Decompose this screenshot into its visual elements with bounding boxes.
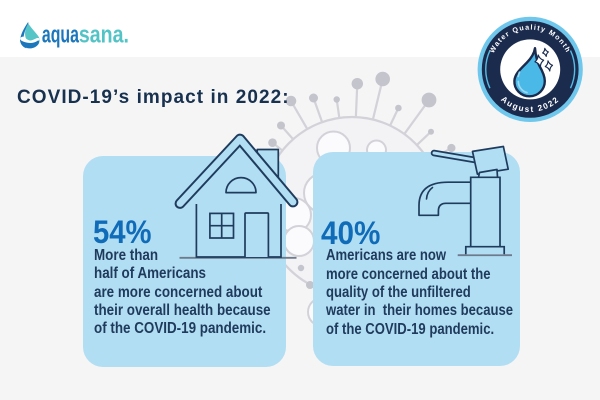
svg-text:aqua: aqua	[42, 21, 79, 48]
svg-text:sana.: sana.	[79, 21, 129, 48]
